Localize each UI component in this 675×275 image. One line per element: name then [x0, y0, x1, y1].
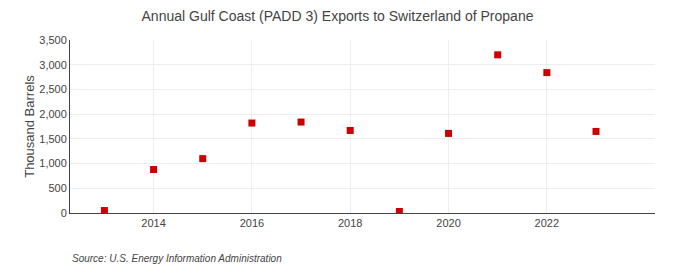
- svg-text:Annual Gulf Coast (PADD 3) Exp: Annual Gulf Coast (PADD 3) Exports to Sw…: [142, 8, 534, 24]
- svg-text:500: 500: [48, 182, 66, 194]
- svg-text:Source: U.S. Energy Informatio: Source: U.S. Energy Information Administ…: [72, 253, 282, 264]
- svg-text:2,500: 2,500: [39, 83, 67, 95]
- svg-text:3,500: 3,500: [39, 34, 67, 46]
- svg-text:2022: 2022: [535, 217, 559, 229]
- svg-text:2014: 2014: [141, 217, 165, 229]
- svg-text:1,000: 1,000: [39, 157, 67, 169]
- svg-text:2016: 2016: [240, 217, 264, 229]
- svg-text:1,500: 1,500: [39, 133, 67, 145]
- svg-text:2,000: 2,000: [39, 108, 67, 120]
- svg-text:3,000: 3,000: [39, 59, 67, 71]
- svg-text:0: 0: [61, 207, 67, 219]
- svg-text:Thousand Barrels: Thousand Barrels: [22, 75, 37, 178]
- svg-text:2018: 2018: [338, 217, 362, 229]
- svg-text:2020: 2020: [436, 217, 460, 229]
